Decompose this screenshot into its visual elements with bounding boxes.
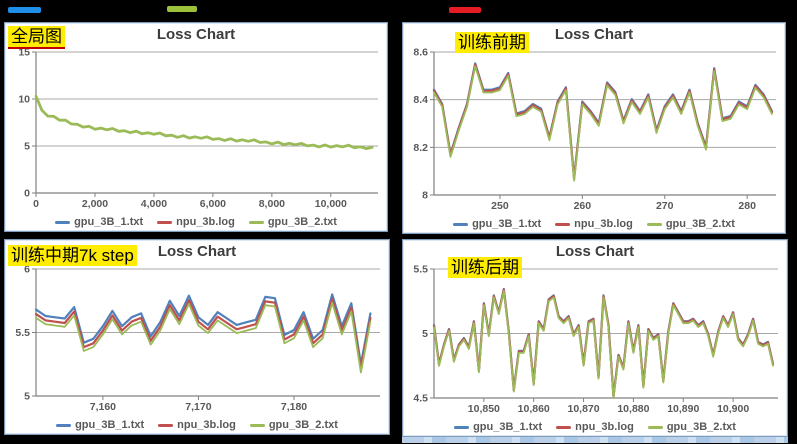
chart-panel-late: 训练后期 Loss Chart 4.5 5 5.5 10,850 10,860 10,87… xyxy=(402,239,788,437)
panel-annotation: 训练后期 xyxy=(448,257,522,278)
svg-text:5.5: 5.5 xyxy=(413,264,428,276)
svg-text:250: 250 xyxy=(491,200,509,212)
legend-item: gpu_3B_2.txt xyxy=(647,421,736,433)
legend-item: gpu_3B_1.txt xyxy=(453,218,541,230)
series-dash-icon xyxy=(157,220,173,224)
series-dash-icon xyxy=(56,423,72,427)
svg-text:10,850: 10,850 xyxy=(468,403,500,415)
series-dash-icon xyxy=(555,222,571,226)
legend-label: npu_3b.log xyxy=(575,421,634,433)
series-dash-icon xyxy=(248,220,264,224)
svg-text:8: 8 xyxy=(422,190,428,202)
svg-text:10,870: 10,870 xyxy=(568,403,600,415)
panel-annotation: 全局图 xyxy=(8,26,65,49)
chart-legend: gpu_3B_1.txt npu_3b.log gpu_3B_2.txt xyxy=(5,216,387,228)
series-dash-icon xyxy=(158,423,174,427)
legend-item: gpu_3B_1.txt xyxy=(56,419,144,431)
series-dash-icon xyxy=(249,423,265,427)
chart-title: Loss Chart xyxy=(157,243,237,260)
svg-text:8.2: 8.2 xyxy=(413,142,428,154)
svg-text:10,900: 10,900 xyxy=(717,403,749,415)
svg-text:5: 5 xyxy=(24,141,30,153)
svg-text:6,000: 6,000 xyxy=(200,198,226,210)
series-dash-icon xyxy=(647,425,663,429)
svg-text:2,000: 2,000 xyxy=(82,198,108,210)
legend-label: npu_3b.log xyxy=(177,419,236,431)
svg-text:10,860: 10,860 xyxy=(518,403,550,415)
legend-label: npu_3b.log xyxy=(574,218,633,230)
spreadsheet-edge-strip xyxy=(402,437,788,443)
svg-text:7,170: 7,170 xyxy=(185,401,211,413)
svg-text:8,000: 8,000 xyxy=(259,198,285,210)
svg-text:260: 260 xyxy=(574,200,592,212)
loss-line-plot-late[interactable]: 4.5 5 5.5 10,850 10,860 10,870 10,880 10,890 10,… xyxy=(404,264,786,416)
legend-item: gpu_3B_1.txt xyxy=(454,421,542,433)
legend-item: npu_3b.log xyxy=(556,421,634,433)
svg-text:5: 5 xyxy=(24,391,30,403)
svg-text:0: 0 xyxy=(33,198,39,210)
legend-label: gpu_3B_2.txt xyxy=(666,421,736,433)
legend-label: npu_3b.log xyxy=(176,216,235,228)
svg-text:0: 0 xyxy=(24,188,30,200)
chart-panel-global: 全局图 Loss Chart 0 5 10 15 0 2,000 4,000 6,000 8,0… xyxy=(4,22,388,232)
legend-label: gpu_3B_1.txt xyxy=(472,218,542,230)
svg-text:5: 5 xyxy=(422,328,428,340)
chart-title: Loss Chart xyxy=(156,26,236,43)
svg-text:7,160: 7,160 xyxy=(90,401,116,413)
legend-item: gpu_3B_1.txt xyxy=(55,216,143,228)
legend-label: gpu_3B_1.txt xyxy=(74,216,144,228)
cropped-legend-dash-red xyxy=(449,7,481,13)
svg-text:8.6: 8.6 xyxy=(413,47,428,59)
legend-item: gpu_3B_2.txt xyxy=(646,218,735,230)
loss-line-plot-early[interactable]: 8 8.2 8.4 8.6 250 260 270 280 xyxy=(404,47,784,213)
chart-panel-mid: 训练中期7k step Loss Chart 5 5.5 6 7,160 7,170 7,… xyxy=(4,239,390,435)
svg-text:15: 15 xyxy=(18,47,30,59)
svg-text:6: 6 xyxy=(24,264,30,276)
cropped-legend-dash-green xyxy=(167,6,197,12)
chart-legend: gpu_3B_1.txt npu_3b.log gpu_3B_2.txt xyxy=(403,218,785,230)
legend-label: gpu_3B_1.txt xyxy=(473,421,543,433)
chart-legend: gpu_3B_1.txt npu_3b.log gpu_3B_2.txt xyxy=(5,419,389,431)
svg-text:280: 280 xyxy=(738,200,756,212)
series-dash-icon xyxy=(55,220,71,224)
panel-annotation: 训练中期7k step xyxy=(8,245,137,266)
legend-label: gpu_3B_2.txt xyxy=(267,216,337,228)
series-dash-icon xyxy=(646,222,662,226)
svg-text:4,000: 4,000 xyxy=(141,198,167,210)
svg-text:5.5: 5.5 xyxy=(15,327,30,339)
svg-text:8.4: 8.4 xyxy=(413,94,428,106)
series-dash-icon xyxy=(454,425,470,429)
cropped-legend-dash-blue xyxy=(8,7,41,13)
svg-text:10: 10 xyxy=(18,94,30,106)
svg-text:7,180: 7,180 xyxy=(281,401,307,413)
chart-panel-early: 训练前期 Loss Chart 8 8.2 8.4 8.6 250 260 270 280 g… xyxy=(402,22,786,234)
legend-label: gpu_3B_2.txt xyxy=(665,218,735,230)
legend-label: gpu_3B_1.txt xyxy=(75,419,145,431)
legend-item: npu_3b.log xyxy=(555,218,633,230)
chart-legend: gpu_3B_1.txt npu_3b.log gpu_3B_2.txt xyxy=(403,421,787,433)
chart-title: Loss Chart xyxy=(554,26,634,43)
legend-label: gpu_3B_2.txt xyxy=(268,419,338,431)
series-dash-icon xyxy=(453,222,469,226)
series-dash-icon xyxy=(556,425,572,429)
svg-text:10,000: 10,000 xyxy=(315,198,347,210)
legend-item: gpu_3B_2.txt xyxy=(248,216,337,228)
legend-item: npu_3b.log xyxy=(157,216,235,228)
legend-item: gpu_3B_2.txt xyxy=(249,419,338,431)
legend-item: npu_3b.log xyxy=(158,419,236,431)
loss-line-plot-mid[interactable]: 5 5.5 6 7,160 7,170 7,180 xyxy=(6,264,388,414)
loss-line-plot-global[interactable]: 0 5 10 15 0 2,000 4,000 6,000 8,000 10,000 xyxy=(6,47,386,211)
svg-text:10,890: 10,890 xyxy=(667,403,699,415)
chart-title: Loss Chart xyxy=(555,243,635,260)
svg-text:4.5: 4.5 xyxy=(413,393,428,405)
svg-text:270: 270 xyxy=(656,200,674,212)
panel-annotation: 训练前期 xyxy=(455,32,529,53)
svg-text:10,880: 10,880 xyxy=(617,403,649,415)
